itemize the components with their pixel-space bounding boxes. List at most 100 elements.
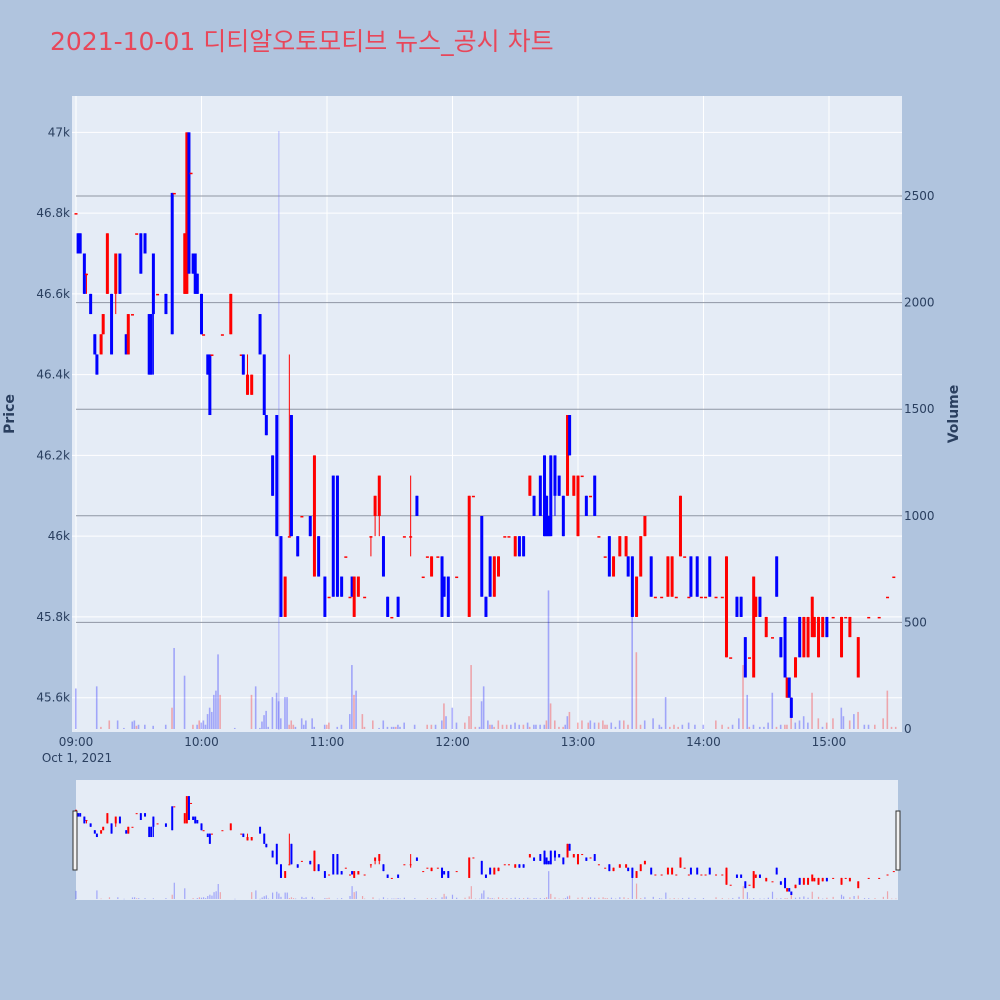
slider-volume-bar xyxy=(284,892,286,899)
range-slider-background[interactable] xyxy=(76,780,898,900)
price-tick-label: 46.4k xyxy=(36,368,70,382)
slider-volume-bar xyxy=(426,898,428,899)
slider-volume-bar xyxy=(173,882,175,899)
volume-bar xyxy=(173,647,175,729)
candle xyxy=(779,637,783,658)
volume-bar xyxy=(192,724,194,729)
slider-candle-body xyxy=(679,857,682,868)
candle-body xyxy=(105,233,109,294)
candle-body xyxy=(787,677,791,698)
slider-candle-body xyxy=(171,806,174,831)
plot-area[interactable] xyxy=(72,96,902,732)
candle-body xyxy=(674,596,678,599)
volume-bar xyxy=(894,726,897,729)
volume-tick-label: 2500 xyxy=(904,189,935,203)
slider-candle-body xyxy=(455,871,458,873)
candle xyxy=(739,596,743,617)
volume-bar xyxy=(206,714,209,729)
slider-candle-body xyxy=(336,854,339,875)
candle-body xyxy=(258,314,262,355)
volume-bar xyxy=(204,724,207,729)
volume-bar xyxy=(643,720,646,729)
candle xyxy=(789,697,793,718)
candle xyxy=(666,556,670,597)
volume-bar xyxy=(399,726,401,729)
price-tick-label: 46k xyxy=(48,529,70,543)
candle xyxy=(421,576,425,579)
candle-body xyxy=(369,536,373,538)
candle-body xyxy=(580,475,584,478)
candle-body xyxy=(729,657,733,659)
candle xyxy=(390,616,394,619)
candle-body xyxy=(199,293,203,335)
candle-body xyxy=(241,354,245,375)
slider-candle-body xyxy=(497,867,500,872)
candle-body xyxy=(779,637,783,658)
slider-volume-bar xyxy=(807,897,809,899)
candle-body xyxy=(208,354,212,416)
slider-volume-bar xyxy=(474,898,477,900)
candle xyxy=(798,616,802,658)
volume-bar xyxy=(464,722,466,729)
slider-candle-body xyxy=(196,819,199,824)
candle xyxy=(812,616,816,638)
candle xyxy=(241,354,245,375)
slider-volume-bar xyxy=(767,897,769,899)
slider-candle-body xyxy=(422,871,425,873)
range-slider-left-handle[interactable] xyxy=(72,810,78,871)
slider-candle-body xyxy=(635,871,638,878)
slider-candle-body xyxy=(788,888,791,892)
slider-volume-bar xyxy=(564,898,567,899)
slider-volume-bar xyxy=(456,897,458,899)
slider-volume-bar xyxy=(272,892,274,899)
time-axis[interactable]: 09:00 10:00 11:00 12:00 13:00 14:00 15:00 xyxy=(59,735,847,749)
candle xyxy=(503,536,507,538)
y-axis-title: Price xyxy=(2,394,18,434)
slider-volume-bar xyxy=(292,898,295,899)
candle-body xyxy=(323,576,327,617)
candle xyxy=(340,576,344,597)
candle xyxy=(317,536,321,577)
candle xyxy=(124,334,128,355)
candle-body xyxy=(507,536,511,538)
volume-bar xyxy=(75,688,77,729)
candle-body xyxy=(124,334,128,355)
slider-candle-body xyxy=(489,867,492,875)
slider-volume-bar xyxy=(550,893,552,899)
candle xyxy=(344,556,348,558)
slider-candle-body xyxy=(553,850,556,858)
slider-volume-bar xyxy=(652,896,654,899)
candle-body xyxy=(381,536,385,577)
volume-bar xyxy=(514,722,516,729)
slider-candle-body xyxy=(202,830,205,832)
candle xyxy=(704,596,708,599)
candle xyxy=(484,596,488,617)
candle-body xyxy=(126,314,130,355)
candle-body xyxy=(74,213,78,215)
candle xyxy=(287,354,291,538)
volume-bar xyxy=(164,724,167,729)
candle-body xyxy=(704,596,708,599)
slider-volume-bar xyxy=(882,896,884,899)
volume-bar xyxy=(259,727,261,729)
volume-bar xyxy=(604,724,606,729)
volume-bar xyxy=(328,722,330,729)
candle xyxy=(114,253,118,315)
slider-volume-bar xyxy=(748,898,751,900)
slider-candle-body xyxy=(468,857,471,878)
slider-candle-body xyxy=(246,837,249,841)
slider-volume-bar xyxy=(518,898,521,899)
range-slider-right-handle[interactable] xyxy=(895,810,901,871)
slider-volume-bar xyxy=(464,897,466,899)
candle-body xyxy=(877,616,881,619)
slider-volume-bar xyxy=(265,895,267,899)
slider-volume-bar xyxy=(753,898,755,899)
candle xyxy=(754,596,758,617)
range-slider[interactable] xyxy=(72,780,901,900)
slider-candle-body xyxy=(200,823,203,831)
slider-volume-bar xyxy=(589,897,592,899)
slider-candle-body xyxy=(351,871,354,875)
candle-body xyxy=(566,415,570,496)
slider-candle-body xyxy=(386,874,389,878)
y2-axis-title: Volume xyxy=(946,385,962,444)
